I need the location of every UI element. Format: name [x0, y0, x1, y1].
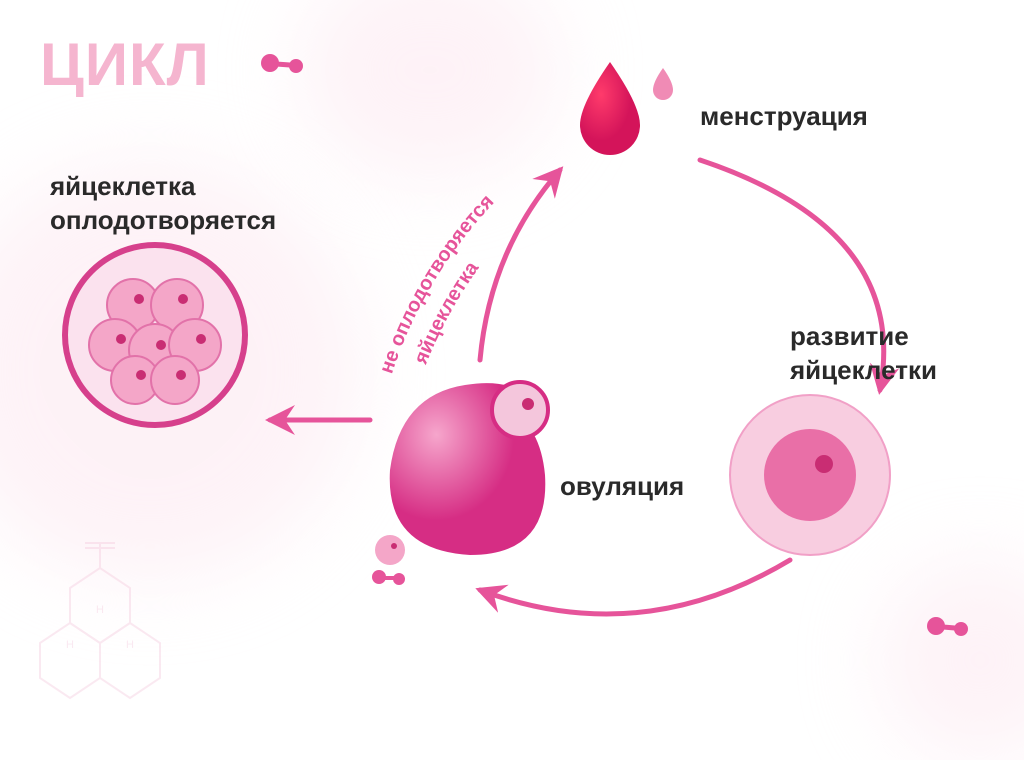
fertilized-egg-node — [55, 235, 255, 435]
dumbbell-decoration-1 — [370, 565, 410, 589]
ovulation-small-cell — [492, 382, 548, 438]
menstruation-label: менструация — [700, 100, 868, 134]
dumbbell-decoration-2 — [925, 612, 975, 642]
egg-development-node — [720, 390, 900, 570]
ovulation-node — [350, 360, 580, 590]
development-label: развитие яйцеклетки — [790, 320, 937, 388]
ovulation-label: овуляция — [560, 470, 684, 504]
menstruation-node — [555, 50, 695, 170]
small-drop-icon — [653, 68, 673, 100]
arrow-ovul-to-menstr — [480, 170, 560, 360]
fertilized-label: яйцеклетка оплодотворяется — [50, 170, 276, 238]
ovulation-tiny-cell — [375, 535, 405, 565]
